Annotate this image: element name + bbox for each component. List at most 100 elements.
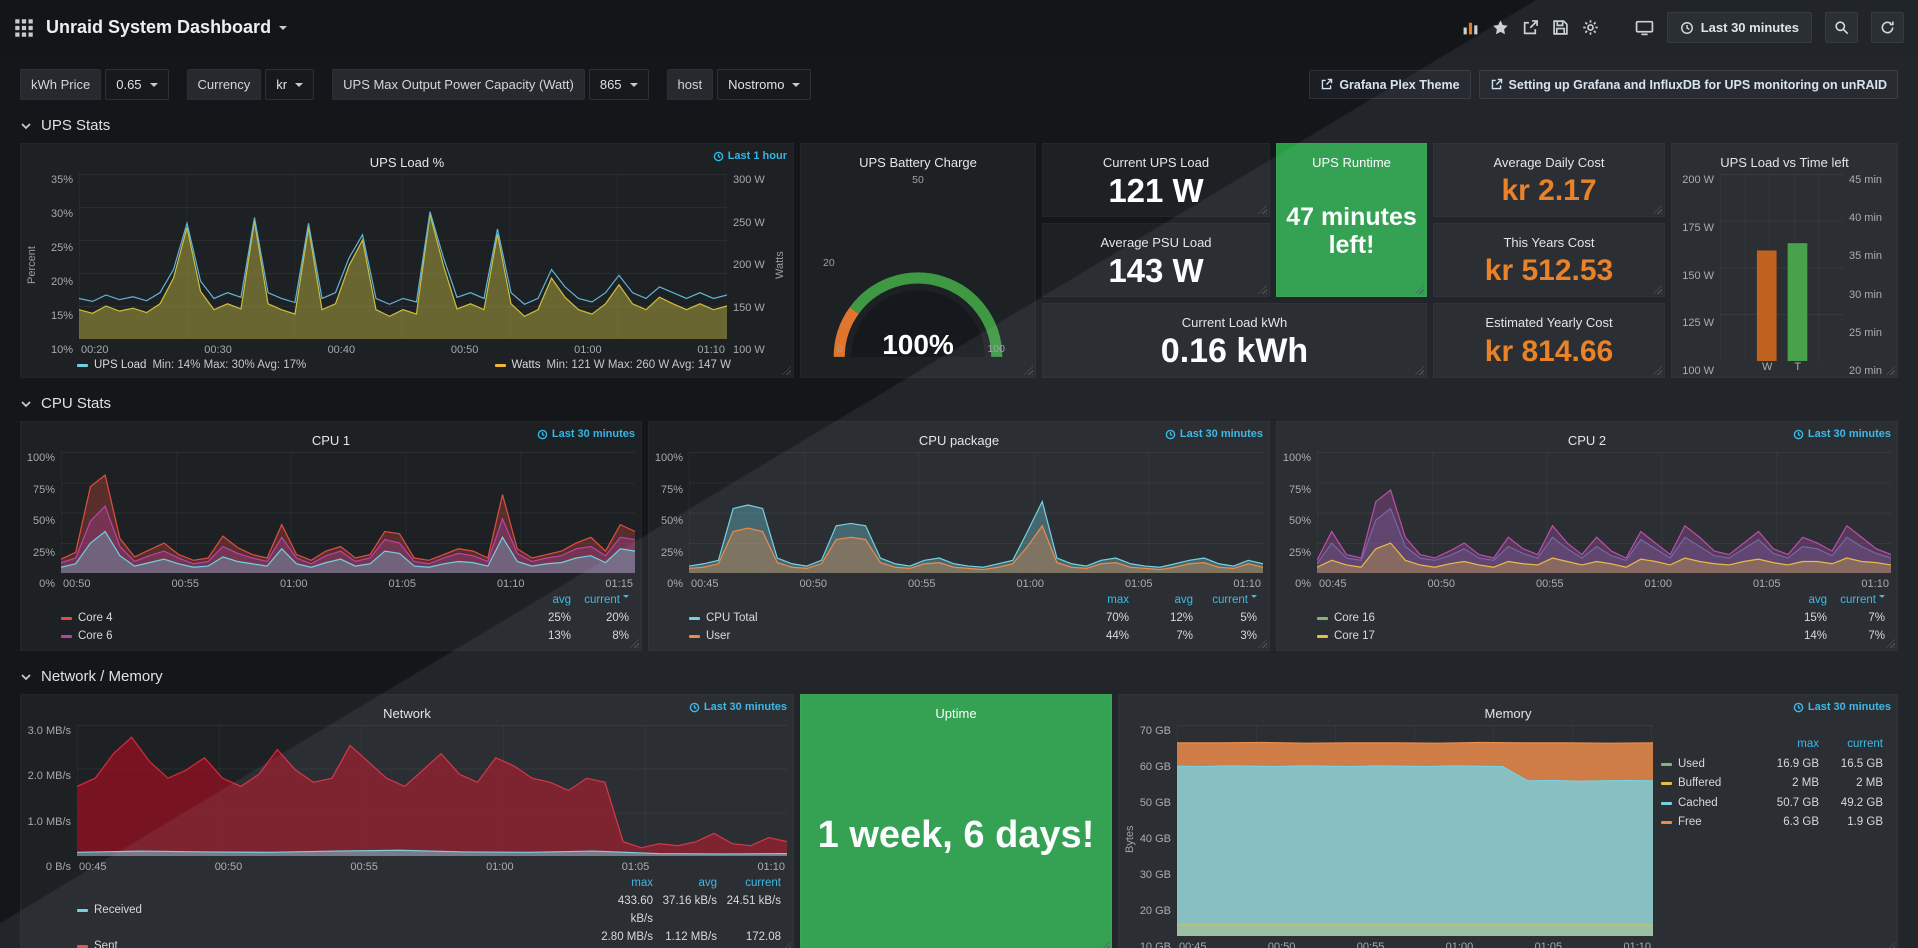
legend-sort-current[interactable]: current <box>745 877 781 889</box>
panel-title[interactable]: UPS Runtime <box>1312 155 1391 170</box>
legend-sort-max[interactable]: max <box>1107 594 1129 606</box>
apps-grid-icon[interactable] <box>14 18 34 38</box>
plot-column: 00:45 00:50 00:55 01:00 01:05 01:10 <box>1177 725 1653 948</box>
series-color <box>61 616 72 620</box>
series-name: Used <box>1678 757 1705 770</box>
series-color <box>1661 801 1672 805</box>
legend-sort-current[interactable]: current <box>1197 591 1257 609</box>
panel-title[interactable]: CPU 2 <box>1567 433 1607 448</box>
legend-sort-max[interactable]: max <box>631 877 653 889</box>
series-name[interactable]: UPS Load <box>94 359 147 371</box>
legend-sort-avg[interactable]: avg <box>552 594 571 606</box>
legend-value: 20% <box>605 612 629 624</box>
legend-sort-current[interactable]: current <box>575 591 629 609</box>
panel-title[interactable]: UPS Load % <box>369 155 445 170</box>
variable-value-dropdown[interactable]: 865 <box>588 69 649 100</box>
legend-series[interactable]: Cached <box>1661 794 1755 814</box>
clock-icon <box>713 151 724 162</box>
row-header-ups-stats[interactable]: UPS Stats <box>20 117 1898 134</box>
panel-title[interactable]: Estimated Yearly Cost <box>1485 315 1613 330</box>
legend-series[interactable]: Core 17 <box>1317 627 1769 645</box>
dashboard-title-dropdown[interactable]: Unraid System Dashboard <box>46 17 288 38</box>
legend-series[interactable]: Core 6 <box>61 627 513 645</box>
y-tick: 250 W <box>733 216 765 229</box>
series-name: Cached <box>1678 796 1718 809</box>
share-icon[interactable] <box>1522 19 1539 36</box>
legend-sort-avg[interactable]: avg <box>1174 594 1193 606</box>
time-range-button[interactable]: Last 30 minutes <box>1666 12 1812 43</box>
graph-area: 100% 75% 50% 25% 0% 00:45 00:50 00:55 01… <box>1277 448 1897 590</box>
link-grafana-plex-theme[interactable]: Grafana Plex Theme <box>1309 70 1471 99</box>
y-axis-left: 100% 75% 50% 25% 0% <box>25 452 61 590</box>
legend-series[interactable]: Used <box>1661 755 1755 775</box>
star-icon[interactable] <box>1492 19 1509 36</box>
ups-load-chart[interactable] <box>79 174 727 339</box>
link-grafana-influxdb-guide[interactable]: Setting up Grafana and InfluxDB for UPS … <box>1478 70 1898 99</box>
series-name: Sent <box>94 940 118 948</box>
panel-network: Network Last 30 minutes 3.0 MB/s 2.0 MB/… <box>20 694 794 948</box>
legend-value: 2 MB <box>1792 777 1819 789</box>
panel-header: Current UPS Load <box>1043 144 1269 170</box>
panel-title[interactable]: UPS Battery Charge <box>859 155 977 170</box>
plot-column: 00:20 00:30 00:40 00:50 01:00 01:10 <box>79 174 727 356</box>
series-color <box>1317 616 1328 620</box>
panel-title[interactable]: CPU package <box>918 433 1000 448</box>
navbar: Unraid System Dashboard <box>0 0 1918 55</box>
series-color <box>689 634 700 638</box>
legend-sort-avg[interactable]: avg <box>1808 594 1827 606</box>
legend-value: 1.9 GB <box>1847 816 1883 828</box>
x-tick: 01:05 <box>1534 941 1563 948</box>
series-color <box>77 363 88 367</box>
legend-sort-current[interactable]: current <box>1847 738 1883 750</box>
tv-cycle-icon[interactable] <box>1635 19 1654 36</box>
variable-value-dropdown[interactable]: kr <box>265 69 315 100</box>
cpu1-chart[interactable] <box>61 452 635 573</box>
memory-chart[interactable] <box>1177 725 1653 936</box>
panel-title[interactable]: Memory <box>1484 706 1532 721</box>
panel-title[interactable]: Current Load kWh <box>1181 315 1288 330</box>
legend-series[interactable]: User <box>689 627 1065 645</box>
refresh-button[interactable] <box>1871 12 1904 43</box>
save-icon[interactable] <box>1552 19 1569 36</box>
variable-value-dropdown[interactable]: Nostromo <box>717 69 812 100</box>
variable-value-dropdown[interactable]: 0.65 <box>105 69 169 100</box>
add-panel-icon[interactable] <box>1462 19 1479 36</box>
series-color <box>689 616 700 620</box>
x-tick: 00:55 <box>350 861 378 873</box>
legend-series[interactable]: CPU Total <box>689 609 1065 627</box>
legend-series[interactable]: Buffered <box>1661 774 1755 794</box>
cpu-package-chart[interactable] <box>689 452 1263 573</box>
panel-title[interactable]: CPU 1 <box>311 433 351 448</box>
legend-sort-avg[interactable]: avg <box>698 877 717 889</box>
series-name[interactable]: Watts <box>511 359 541 371</box>
legend-series[interactable]: Sent <box>77 928 589 948</box>
series-name: Free <box>1678 816 1702 828</box>
panel-title[interactable]: Network <box>383 706 431 721</box>
network-chart[interactable] <box>77 725 787 856</box>
y-tick: 175 W <box>1682 221 1714 234</box>
gear-icon[interactable] <box>1582 19 1599 36</box>
x-tick: 00:45 <box>1179 941 1207 948</box>
dashboard-submenu: kWh Price 0.65 Currency kr UPS Max Outpu… <box>20 69 1898 100</box>
row-header-cpu-stats[interactable]: CPU Stats <box>20 395 1898 412</box>
ups-bar-chart[interactable] <box>1720 174 1843 361</box>
cpu2-chart[interactable] <box>1317 452 1891 573</box>
legend-series[interactable]: Core 4 <box>61 609 513 627</box>
legend-sort-max[interactable]: max <box>1797 738 1819 750</box>
legend-series[interactable]: Free <box>1661 813 1755 833</box>
panel-title[interactable]: Uptime <box>935 706 977 721</box>
panel-title[interactable]: UPS Load vs Time left <box>1720 155 1849 170</box>
zoom-out-button[interactable] <box>1825 12 1858 43</box>
panel-header: Memory Last 30 minutes <box>1119 695 1897 721</box>
x-tick: 00:45 <box>1319 578 1347 590</box>
row-header-network-memory[interactable]: Network / Memory <box>20 668 1898 685</box>
legend-value: 70% <box>1105 612 1129 624</box>
panel-title[interactable]: Current UPS Load <box>1102 155 1210 170</box>
legend-series[interactable]: Core 16 <box>1317 609 1769 627</box>
legend-sort-current[interactable]: current <box>1831 591 1885 609</box>
panel-title[interactable]: Average Daily Cost <box>1493 155 1605 170</box>
panel-title[interactable]: Average PSU Load <box>1100 235 1212 250</box>
panel-title[interactable]: This Years Cost <box>1503 235 1595 250</box>
plot-column: 00:45 00:50 00:55 01:00 01:05 01:10 <box>77 725 787 873</box>
legend-series[interactable]: Received <box>77 892 589 928</box>
